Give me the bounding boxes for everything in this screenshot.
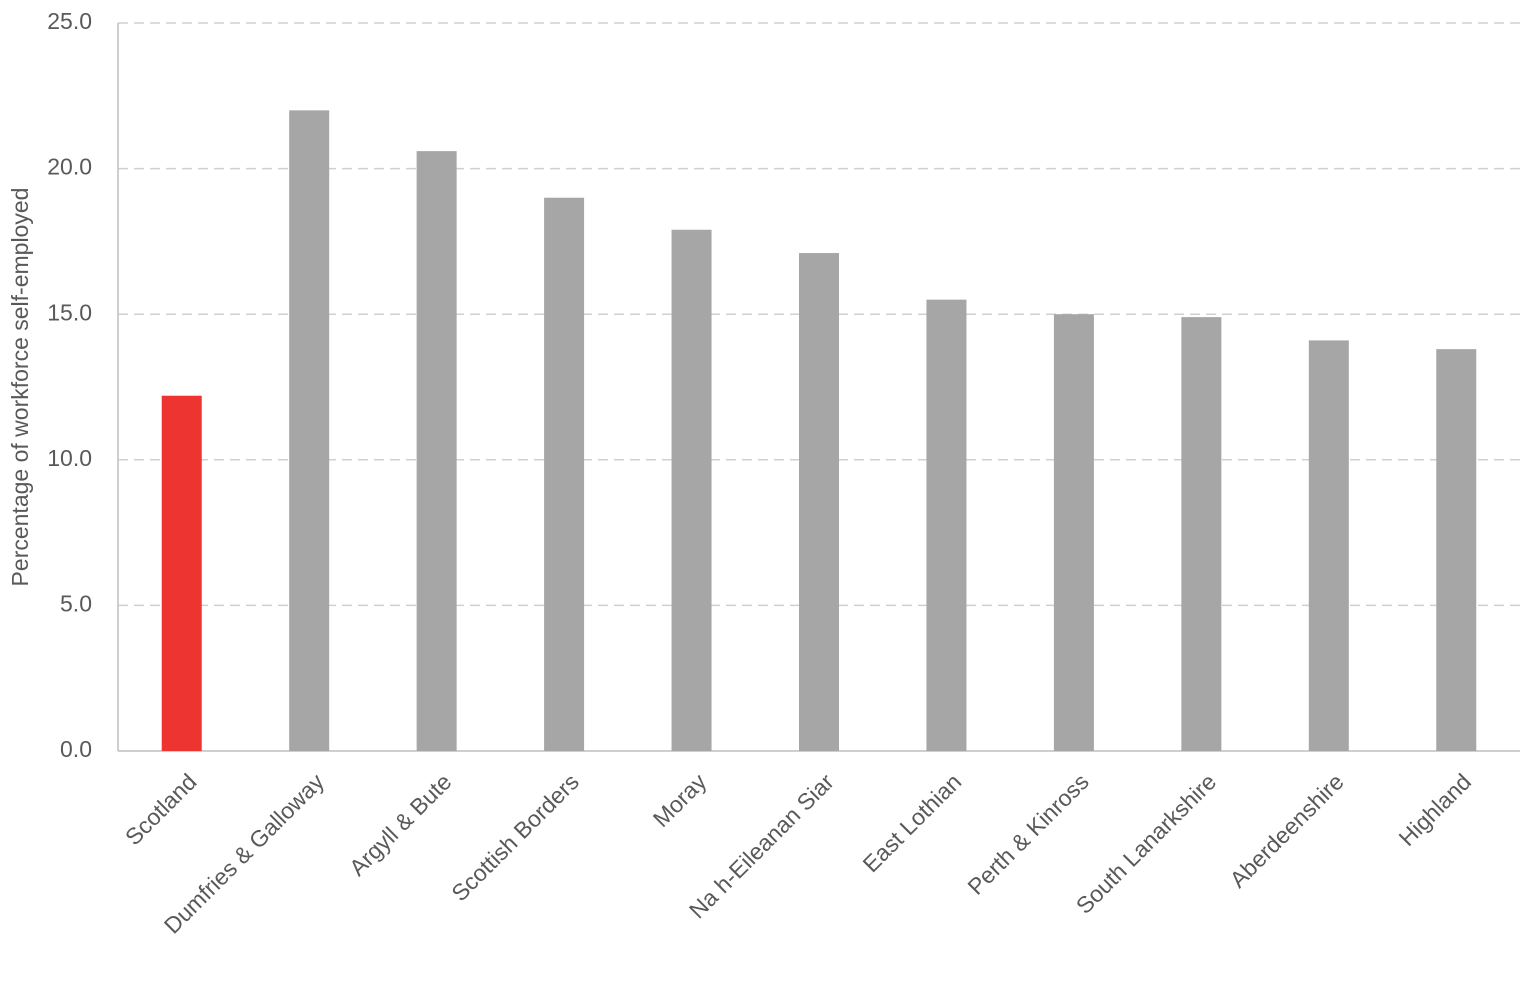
bar xyxy=(1308,340,1349,751)
bar xyxy=(289,110,330,752)
y-tick-label: 20.0 xyxy=(47,154,92,180)
x-tick-label: Highland xyxy=(1394,768,1477,851)
y-axis-label: Percentage of workforce self-employed xyxy=(7,188,33,587)
bar xyxy=(1181,317,1222,751)
bar xyxy=(1053,314,1094,751)
x-tick-label: Perth & Kinross xyxy=(962,768,1093,899)
y-tick-label: 10.0 xyxy=(47,445,92,471)
x-tick-label: East Lothian xyxy=(857,768,966,877)
bar xyxy=(1436,349,1477,751)
bar xyxy=(926,299,967,751)
y-tick-label: 15.0 xyxy=(47,299,92,325)
y-tick-label: 5.0 xyxy=(60,590,92,616)
y-tick-label: 25.0 xyxy=(47,8,92,34)
x-tick-label: Argyll & Bute xyxy=(344,768,456,880)
x-tick-label: South Lanarkshire xyxy=(1071,768,1221,918)
x-tick-label: Na h-Eileanan Siar xyxy=(684,768,839,923)
x-tick-label: Scotland xyxy=(120,768,202,850)
bar xyxy=(161,395,202,751)
y-tick-label: 0.0 xyxy=(60,736,92,762)
bar xyxy=(671,229,712,751)
x-tick-label: Moray xyxy=(648,768,712,832)
bar xyxy=(799,253,839,751)
x-tick-label: Scottish Borders xyxy=(446,768,584,906)
bar xyxy=(544,197,585,752)
x-tick-label: Aberdeenshire xyxy=(1224,768,1348,892)
bar xyxy=(416,151,457,752)
